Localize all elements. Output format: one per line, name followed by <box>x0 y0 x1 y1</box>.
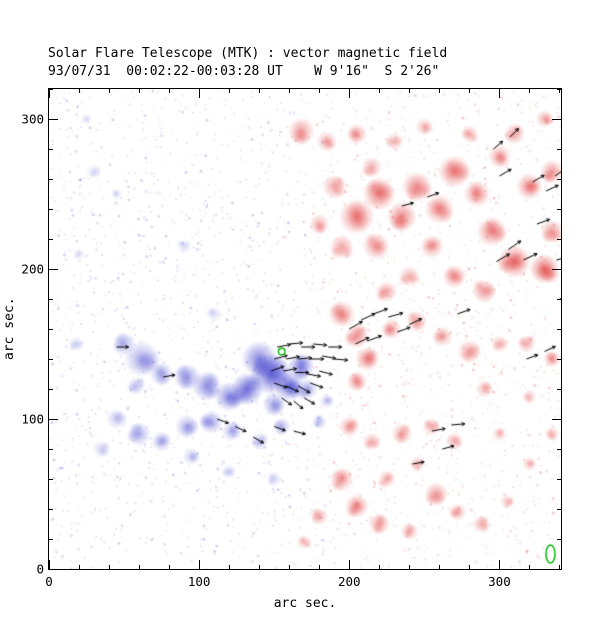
y-tick-label: 200 <box>21 261 44 277</box>
y-minor-tick <box>49 149 53 150</box>
plot-subtitle: 93/07/31 00:02:22-00:03:28 UT W 9'16" S … <box>48 64 440 79</box>
y-major-tick <box>49 569 58 570</box>
x-tick-label: 300 <box>488 574 511 589</box>
y-tick-label: 0 <box>36 561 44 577</box>
x-axis-label: arc sec. <box>273 596 337 611</box>
x-minor-tick <box>229 89 230 93</box>
x-minor-tick <box>379 89 380 93</box>
y-minor-tick <box>49 179 53 180</box>
x-tick-label: 200 <box>337 574 361 589</box>
x-major-tick <box>349 560 350 569</box>
y-minor-tick <box>49 449 53 450</box>
y-major-tick <box>552 119 561 120</box>
y-major-tick <box>552 269 561 270</box>
y-major-tick <box>49 269 58 270</box>
x-minor-tick <box>289 89 290 93</box>
y-minor-tick <box>557 89 561 90</box>
y-tick-labels: 0 100 200 300 <box>6 88 44 577</box>
x-minor-tick <box>439 89 440 93</box>
x-minor-tick <box>259 565 260 569</box>
magnetogram-canvas <box>49 89 561 569</box>
x-minor-tick <box>439 565 440 569</box>
y-minor-tick <box>557 479 561 480</box>
plot-area <box>48 88 562 570</box>
y-axis-label: arc sec. <box>2 297 17 361</box>
y-minor-tick <box>49 209 53 210</box>
y-minor-tick <box>557 359 561 360</box>
x-minor-tick <box>559 89 560 93</box>
x-minor-tick <box>319 89 320 93</box>
x-major-tick <box>499 89 500 98</box>
y-minor-tick <box>557 509 561 510</box>
y-minor-tick <box>557 239 561 240</box>
x-minor-tick <box>409 565 410 569</box>
y-minor-tick <box>557 329 561 330</box>
y-minor-tick <box>49 359 53 360</box>
x-major-tick <box>199 560 200 569</box>
x-minor-tick <box>79 89 80 93</box>
plot-title: Solar Flare Telescope (MTK) : vector mag… <box>48 46 448 61</box>
x-minor-tick <box>469 89 470 93</box>
y-minor-tick <box>49 509 53 510</box>
y-major-tick <box>49 419 58 420</box>
x-major-tick <box>49 89 50 98</box>
y-minor-tick <box>49 539 53 540</box>
x-minor-tick <box>559 565 560 569</box>
y-minor-tick <box>557 539 561 540</box>
x-minor-tick <box>169 565 170 569</box>
x-major-tick <box>499 560 500 569</box>
y-minor-tick <box>557 389 561 390</box>
x-minor-tick <box>139 89 140 93</box>
x-tick-labels: 0 100 200 300 <box>45 574 562 590</box>
x-minor-tick <box>79 565 80 569</box>
x-minor-tick <box>529 565 530 569</box>
x-major-tick <box>49 560 50 569</box>
y-minor-tick <box>49 89 53 90</box>
y-tick-label: 100 <box>21 411 44 427</box>
y-minor-tick <box>557 209 561 210</box>
x-major-tick <box>349 89 350 98</box>
y-minor-tick <box>557 449 561 450</box>
y-major-tick <box>49 119 58 120</box>
x-minor-tick <box>469 565 470 569</box>
x-minor-tick <box>319 565 320 569</box>
y-tick-label: 300 <box>21 111 44 127</box>
y-minor-tick <box>557 299 561 300</box>
x-minor-tick <box>109 565 110 569</box>
x-minor-tick <box>259 89 260 93</box>
y-major-tick <box>552 569 561 570</box>
x-major-tick <box>199 89 200 98</box>
x-minor-tick <box>379 565 380 569</box>
y-minor-tick <box>49 329 53 330</box>
y-major-tick <box>552 419 561 420</box>
x-minor-tick <box>409 89 410 93</box>
y-minor-tick <box>557 149 561 150</box>
x-minor-tick <box>109 89 110 93</box>
y-minor-tick <box>49 239 53 240</box>
x-minor-tick <box>529 89 530 93</box>
y-minor-tick <box>49 479 53 480</box>
x-tick-label: 0 <box>45 574 53 589</box>
x-minor-tick <box>289 565 290 569</box>
x-minor-tick <box>229 565 230 569</box>
y-minor-tick <box>557 179 561 180</box>
y-minor-tick <box>49 299 53 300</box>
x-tick-label: 100 <box>187 574 211 589</box>
x-minor-tick <box>139 565 140 569</box>
x-minor-tick <box>169 89 170 93</box>
y-minor-tick <box>49 389 53 390</box>
